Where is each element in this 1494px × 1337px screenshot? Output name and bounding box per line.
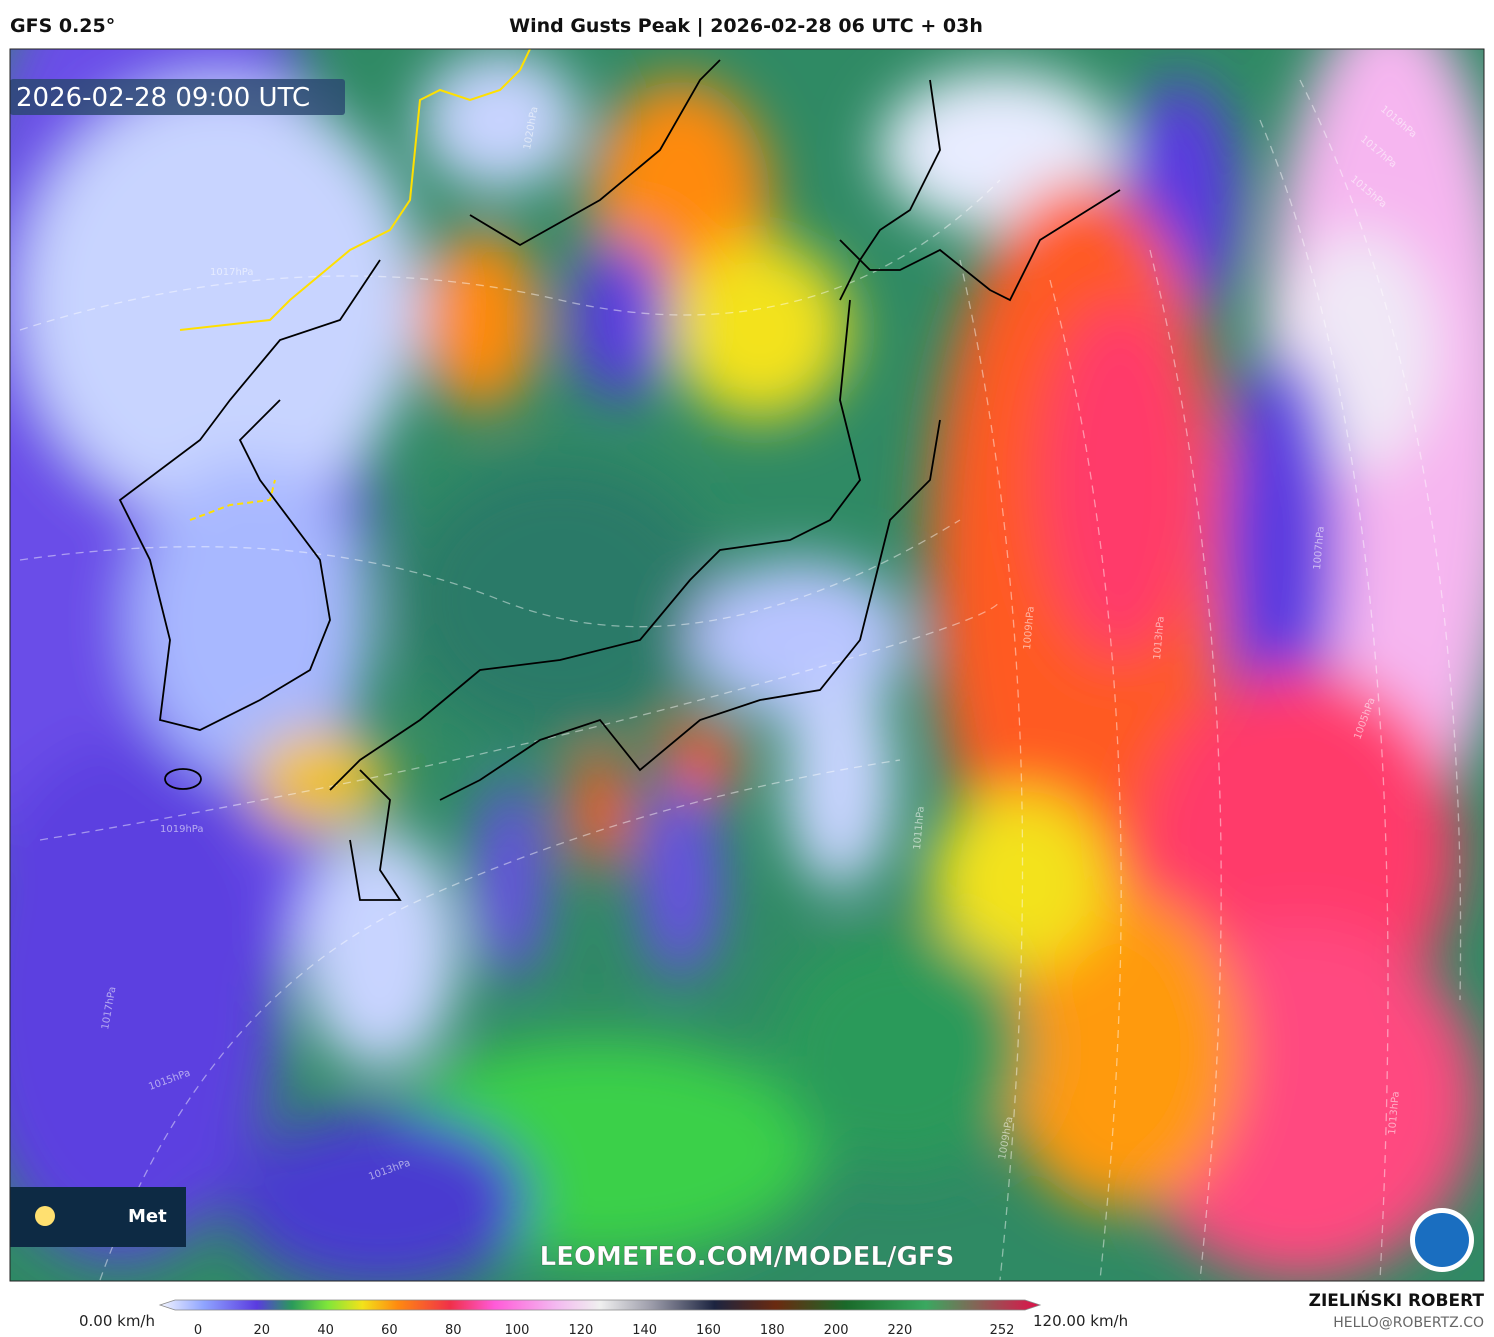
isobar-label: 1011hPa — [912, 806, 927, 850]
time-box — [10, 79, 345, 115]
valid-time: 2026-02-28 09:00 UTC — [16, 83, 310, 113]
isobar-label: 1013hPa — [1152, 616, 1167, 660]
isobar-label: 1019hPa — [160, 824, 204, 835]
colorbar-ticks: 0 20 40 60 80 100 120 140 160 180 200 220 252 — [194, 1323, 1015, 1337]
model-name: GFS 0.25° — [10, 15, 115, 37]
map-frame — [9, 48, 1485, 1282]
border — [179, 49, 531, 331]
isobar-label: 1007hPa — [1312, 526, 1327, 570]
legend-min: 0.00 km/h — [79, 1312, 155, 1330]
colorbar — [158, 1299, 1042, 1311]
colorbar-tick-label: 160 — [696, 1323, 721, 1337]
author: ZIELIŃSKI ROBERT — [1309, 1289, 1485, 1311]
colorbar-tick-label: 220 — [887, 1323, 912, 1337]
watermark: LEOMETEO.COM/MODEL/GFS — [540, 1242, 955, 1272]
logo-text: Met — [128, 1206, 167, 1227]
colorbar-tick-label: 252 — [990, 1323, 1015, 1337]
legend-max: 120.00 km/h — [1033, 1312, 1128, 1330]
colorbar-tick-label: 120 — [568, 1323, 593, 1337]
wind-field — [10, 49, 1484, 1281]
isobar-label: 1017hPa — [210, 267, 254, 278]
colorbar-tick-label: 140 — [632, 1323, 657, 1337]
colorbar-tick-label: 200 — [824, 1323, 849, 1337]
isobars — [19, 79, 1462, 1281]
colorbar-tick-label: 20 — [254, 1323, 271, 1337]
colorbar-tick-label: 100 — [505, 1323, 530, 1337]
map: 1020hPa 1017hPa 1019hPa 1017hPa 1015hPa … — [10, 49, 1484, 1281]
colorbar-tick-label: 80 — [445, 1323, 462, 1337]
logo-sun — [35, 1206, 55, 1226]
noaa-logo-inner — [1415, 1213, 1469, 1267]
border — [189, 479, 276, 521]
map-title: Wind Gusts Peak | 2026-02-28 06 UTC + 03… — [509, 15, 983, 37]
email: HELLO@ROBERTZ.CO — [1333, 1315, 1484, 1331]
colorbar-tick-label: 180 — [760, 1323, 785, 1337]
coastlines — [118, 59, 1121, 901]
isobar-label: 1013hPa — [1387, 1091, 1402, 1135]
colorbar-tick-label: 60 — [381, 1323, 398, 1337]
isobar-label: 1009hPa — [1022, 606, 1037, 650]
colorbar-tick-label: 40 — [317, 1323, 334, 1337]
colorbar-tick-label: 0 — [194, 1323, 202, 1337]
